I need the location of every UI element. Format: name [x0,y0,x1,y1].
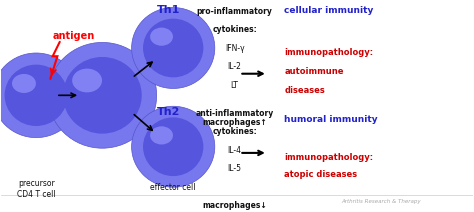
Ellipse shape [150,28,173,46]
Text: cellular immunity: cellular immunity [284,7,374,15]
Text: cytokines:: cytokines: [212,127,257,136]
Text: autoimmune: autoimmune [284,67,344,76]
Text: IL-5: IL-5 [228,164,242,173]
Ellipse shape [143,117,203,176]
Text: macrophages↓: macrophages↓ [202,201,267,210]
Ellipse shape [12,74,36,93]
Ellipse shape [143,19,203,77]
Text: IL-2: IL-2 [228,62,242,71]
Text: IFN-γ: IFN-γ [225,44,245,53]
Text: Th2: Th2 [157,107,180,117]
Text: immunopathology:: immunopathology: [284,152,374,162]
Text: atopic diseases: atopic diseases [284,170,357,179]
Text: effector cell: effector cell [150,183,196,192]
Text: IL-4: IL-4 [228,146,242,155]
Text: antigen: antigen [53,31,95,41]
Text: humoral immunity: humoral immunity [284,116,378,124]
Text: macrophages↑: macrophages↑ [202,118,267,127]
Text: Th1: Th1 [157,5,180,15]
Ellipse shape [132,8,215,88]
Text: pro-inflammatory: pro-inflammatory [197,7,273,16]
Ellipse shape [63,57,142,134]
Ellipse shape [150,126,173,145]
Text: precursor
CD4 T cell: precursor CD4 T cell [17,179,55,199]
Ellipse shape [0,53,80,138]
Text: cytokines:: cytokines: [212,25,257,34]
Ellipse shape [48,42,156,148]
Ellipse shape [132,106,215,187]
Text: diseases: diseases [284,86,325,95]
Text: anti-inflammatory: anti-inflammatory [195,109,274,118]
Ellipse shape [5,65,68,126]
Text: Arthritis Research & Therapy: Arthritis Research & Therapy [341,199,420,204]
Text: LT: LT [231,81,238,90]
Text: immunopathology:: immunopathology: [284,48,374,57]
Ellipse shape [72,69,102,92]
